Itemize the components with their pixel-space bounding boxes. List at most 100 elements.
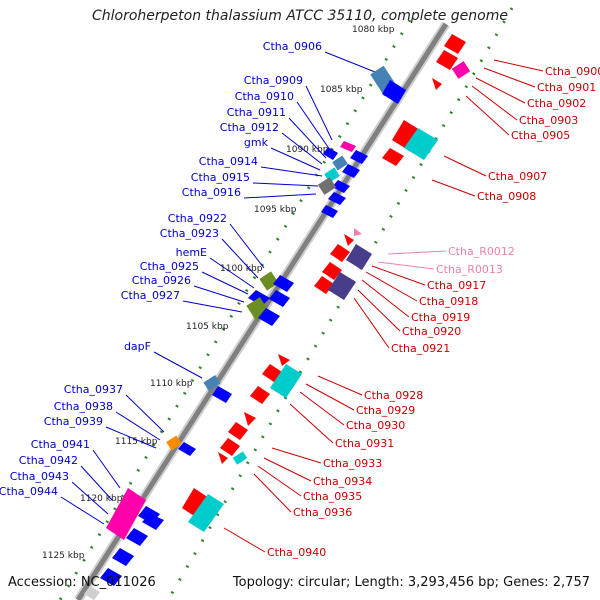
gene-feature[interactable] (404, 128, 438, 160)
gene-label-right[interactable]: Ctha_0908 (477, 190, 536, 203)
gene-feature[interactable] (432, 78, 442, 90)
gene-feature[interactable] (258, 308, 280, 326)
gene-label-left[interactable]: Ctha_0941 (31, 438, 90, 451)
gene-label-left[interactable]: Ctha_0906 (263, 40, 322, 53)
gene-feature[interactable] (332, 155, 348, 171)
gene-label-right[interactable]: Ctha_0917 (427, 279, 486, 292)
gene-label-left[interactable]: Ctha_0914 (199, 155, 258, 168)
gene-feature[interactable] (259, 271, 279, 291)
gene-feature[interactable] (112, 548, 134, 566)
gene-feature[interactable] (342, 164, 360, 178)
gene-label-right[interactable]: Ctha_0930 (346, 419, 405, 432)
gene-feature[interactable] (100, 568, 122, 586)
gene-label-right[interactable]: Ctha_0905 (511, 129, 570, 142)
gene-label-right[interactable]: Ctha_0919 (411, 311, 470, 324)
gene-feature[interactable] (273, 275, 294, 292)
gene-label-left[interactable]: dapF (124, 340, 151, 353)
gene-label-right[interactable]: Ctha_0921 (391, 342, 450, 355)
gene-feature[interactable] (278, 354, 290, 366)
label-connector (371, 265, 426, 286)
gene-feature[interactable] (392, 120, 420, 150)
gene-feature[interactable] (126, 528, 148, 546)
gene-feature[interactable] (250, 386, 270, 404)
gene-feature[interactable] (106, 488, 146, 540)
gene-label-right[interactable]: Ctha_0903 (519, 114, 578, 127)
left-gene-labels: Ctha_0906 Ctha_0909 Ctha_0910 Ctha_0911 Ctha… (0, 40, 322, 498)
gene-label-right[interactable]: Ctha_R0013 (436, 263, 503, 276)
gene-label-right[interactable]: Ctha_0907 (488, 170, 547, 183)
gene-feature[interactable] (232, 451, 248, 465)
gene-feature[interactable] (344, 234, 354, 246)
gene-label-left[interactable]: Ctha_0944 (0, 485, 58, 498)
gene-feature[interactable] (228, 422, 248, 440)
gene-feature[interactable] (269, 290, 290, 307)
gene-label-right[interactable]: Ctha_0933 (323, 457, 382, 470)
gene-feature[interactable] (382, 148, 404, 166)
gene-feature[interactable] (346, 244, 372, 270)
gene-feature[interactable] (330, 244, 350, 262)
gene-feature[interactable] (178, 442, 196, 456)
gene-feature[interactable] (323, 147, 338, 160)
gene-label-right[interactable]: Ctha_0940 (267, 546, 326, 559)
gene-feature[interactable] (166, 435, 182, 451)
gene-label-right[interactable]: Ctha_0900 (545, 65, 600, 78)
gene-feature[interactable] (321, 205, 338, 218)
gene-label-left[interactable]: Ctha_0937 (64, 383, 123, 396)
gene-label-left[interactable]: Ctha_0938 (54, 400, 113, 413)
gene-feature[interactable] (328, 272, 356, 300)
gene-label-right[interactable]: Ctha_0936 (293, 506, 352, 519)
gene-label-left[interactable]: Ctha_0926 (132, 274, 191, 287)
gene-label-left[interactable]: Ctha_0911 (227, 106, 286, 119)
gene-label-left[interactable]: Ctha_0942 (19, 454, 78, 467)
scale-labels: 1080 kbp 1085 kbp 1090 kbp 1095 kbp 1100 kbp… (42, 25, 395, 561)
gene-feature[interactable] (270, 364, 302, 398)
label-connector (105, 426, 157, 449)
gene-label-left[interactable]: Ctha_0910 (235, 90, 294, 103)
gene-label-right[interactable]: Ctha_0934 (313, 475, 372, 488)
gene-feature[interactable] (322, 262, 342, 280)
gene-feature[interactable] (340, 141, 356, 152)
gene-label-left[interactable]: gmk (244, 136, 269, 149)
gene-label-left[interactable]: Ctha_0923 (160, 227, 219, 240)
gene-label-left[interactable]: Ctha_0943 (10, 470, 69, 483)
gene-feature[interactable] (436, 50, 458, 70)
gene-label-right[interactable]: Ctha_0918 (419, 295, 478, 308)
gene-label-right[interactable]: Ctha_0929 (356, 404, 415, 417)
gene-label-left[interactable]: Ctha_0912 (220, 121, 279, 134)
gene-label-right[interactable]: Ctha_R0012 (448, 245, 515, 258)
gene-label-right[interactable]: Ctha_0935 (303, 490, 362, 503)
gene-label-left[interactable]: Ctha_0927 (121, 289, 180, 302)
gene-label-left[interactable]: Ctha_0909 (244, 74, 303, 87)
label-connector (475, 77, 526, 104)
gene-feature[interactable] (212, 386, 232, 403)
gene-label-right[interactable]: Ctha_0920 (402, 325, 461, 338)
gene-label-right[interactable]: Ctha_0902 (527, 97, 586, 110)
gene-feature[interactable] (142, 514, 164, 530)
gene-feature[interactable] (328, 192, 346, 205)
gene-label-right[interactable]: Ctha_0901 (537, 81, 596, 94)
gene-feature[interactable] (382, 80, 406, 104)
gene-feature[interactable] (244, 412, 256, 426)
gene-feature[interactable] (220, 438, 240, 456)
gene-label-left[interactable]: Ctha_0915 (191, 171, 250, 184)
gene-feature[interactable] (444, 34, 466, 54)
gene-label-right[interactable]: Ctha_0928 (364, 389, 423, 402)
gene-feature[interactable] (354, 228, 362, 236)
gene-feature[interactable] (218, 452, 228, 464)
scale-label: 1105 kbp (186, 322, 229, 332)
gene-label-left[interactable]: Ctha_0922 (168, 212, 227, 225)
gene-label-right[interactable]: Ctha_0931 (335, 437, 394, 450)
label-connector (365, 271, 418, 302)
gene-feature[interactable] (317, 177, 337, 195)
gene-feature[interactable] (188, 494, 224, 532)
gene-feature[interactable] (350, 150, 368, 164)
gene-feature[interactable] (332, 180, 350, 193)
label-connector (289, 403, 334, 444)
gene-feature[interactable] (203, 374, 221, 392)
gene-label-left[interactable]: Ctha_0939 (44, 415, 103, 428)
gene-label-left[interactable]: Ctha_0925 (140, 260, 199, 273)
gene-label-left[interactable]: hemE (176, 246, 207, 259)
gene-feature[interactable] (84, 586, 100, 600)
gene-feature[interactable] (451, 61, 471, 79)
gene-label-left[interactable]: Ctha_0916 (182, 186, 241, 199)
